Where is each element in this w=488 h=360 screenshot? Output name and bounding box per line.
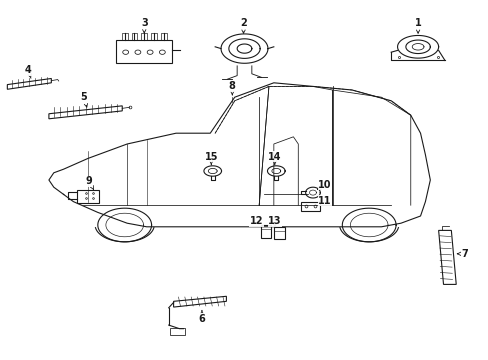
Bar (116, 40, 172, 63)
Text: 11: 11 (317, 195, 331, 206)
Text: 3: 3 (141, 18, 147, 33)
Bar (169, 328, 185, 335)
Bar (260, 225, 271, 238)
Bar (300, 202, 320, 211)
Text: 1: 1 (414, 18, 421, 33)
Bar (77, 190, 99, 203)
Bar (273, 227, 284, 239)
Text: 4: 4 (25, 65, 32, 78)
Text: 8: 8 (228, 81, 235, 95)
Text: 7: 7 (456, 249, 467, 259)
Text: 14: 14 (267, 152, 281, 165)
Text: 12: 12 (249, 216, 263, 226)
Text: 10: 10 (317, 180, 331, 190)
Text: 2: 2 (240, 18, 246, 33)
Text: 9: 9 (85, 176, 93, 189)
Text: 6: 6 (198, 310, 205, 324)
Text: 15: 15 (204, 152, 218, 165)
Text: 5: 5 (81, 92, 87, 107)
Text: 13: 13 (267, 216, 281, 227)
